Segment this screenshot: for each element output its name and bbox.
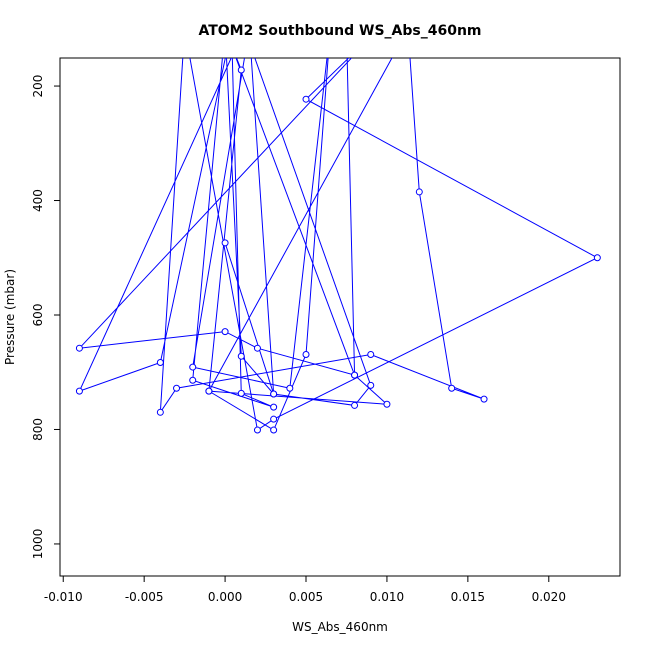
x-axis-label: WS_Abs_460nm (292, 620, 388, 634)
y-tick-label: 1000 (31, 529, 45, 560)
x-tick-label: 0.010 (370, 590, 404, 604)
data-point (237, 352, 245, 360)
y-tick-label: 400 (31, 189, 45, 212)
data-point (189, 376, 197, 384)
data-point (383, 400, 391, 408)
data-point (302, 95, 310, 103)
data-point (156, 359, 164, 367)
data-point (173, 384, 181, 392)
data-point (286, 384, 294, 392)
x-tick-label: 0.015 (451, 590, 485, 604)
data-point (182, 26, 188, 32)
data-line (78, 58, 599, 431)
data-point (351, 401, 359, 409)
data-point (270, 403, 278, 411)
data-point (221, 239, 229, 247)
y-axis-label: Pressure (mbar) (3, 269, 17, 365)
data-point (253, 344, 261, 352)
y-tick-label: 800 (31, 418, 45, 441)
data-point (367, 350, 375, 358)
data-point (270, 426, 278, 434)
data-point (480, 395, 488, 403)
data-point (221, 328, 229, 336)
data-point (270, 415, 278, 423)
x-tick-label: 0.020 (532, 590, 566, 604)
data-point (351, 371, 359, 379)
data-point (415, 188, 423, 196)
y-tick-label: 200 (31, 75, 45, 98)
data-point (367, 381, 375, 389)
data-point (156, 408, 164, 416)
data-point (593, 254, 601, 262)
plot-frame (59, 57, 621, 577)
x-tick-label: -0.005 (125, 590, 164, 604)
y-tick-label: 600 (31, 304, 45, 327)
chart-title: ATOM2 Southbound WS_Abs_460nm (198, 23, 481, 39)
data-point (75, 344, 83, 352)
data-point (205, 387, 213, 395)
plot-area (75, 26, 601, 434)
data-point (253, 426, 261, 434)
x-tick-label: -0.010 (44, 590, 83, 604)
data-point (302, 350, 310, 358)
x-tick-label: 0.005 (289, 590, 323, 604)
data-point (270, 390, 278, 398)
data-point (237, 66, 245, 74)
data-point (237, 389, 245, 397)
x-tick-label: 0.000 (208, 590, 242, 604)
data-point (189, 363, 197, 371)
data-point (75, 387, 83, 395)
data-point (448, 384, 456, 392)
